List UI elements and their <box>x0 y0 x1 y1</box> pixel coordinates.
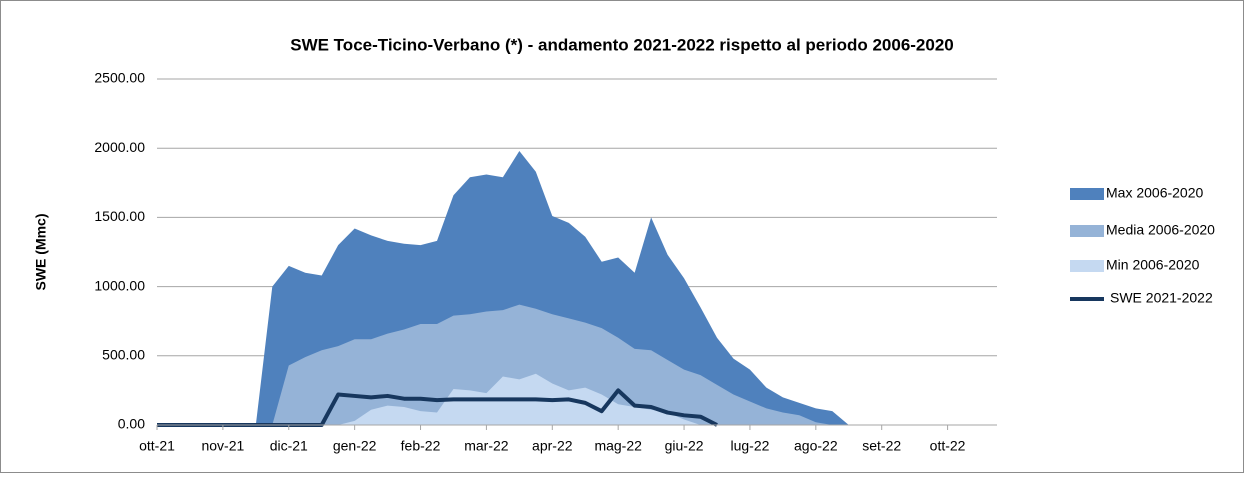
x-tick-label: lug-22 <box>730 438 769 454</box>
y-tick-label: 0.00 <box>118 416 145 432</box>
x-tick-label: apr-22 <box>532 438 573 454</box>
legend-label: Min 2006-2020 <box>1106 257 1200 273</box>
x-tick-label: ago-22 <box>794 438 838 454</box>
y-axis-label: SWE (Mmc) <box>33 214 49 291</box>
x-tick-label: mar-22 <box>464 438 509 454</box>
y-tick-label: 2000.00 <box>94 139 145 155</box>
x-tick-label: mag-22 <box>594 438 642 454</box>
x-tick-label: gen-22 <box>333 438 377 454</box>
legend-label: SWE 2021-2022 <box>1110 290 1213 306</box>
legend-swatch <box>1070 225 1104 237</box>
legend-label: Max 2006-2020 <box>1106 185 1204 201</box>
x-tick-label: ott-22 <box>930 438 966 454</box>
chart-title: SWE Toce-Ticino-Verbano (*) - andamento … <box>290 35 954 54</box>
x-tick-label: dic-21 <box>270 438 308 454</box>
x-tick-label: giu-22 <box>665 438 704 454</box>
x-tick-label: feb-22 <box>401 438 441 454</box>
y-tick-label: 2500.00 <box>94 70 145 86</box>
x-tick-label: ott-21 <box>139 438 175 454</box>
x-tick-label: nov-21 <box>201 438 244 454</box>
area <box>157 304 997 425</box>
legend-swatch <box>1070 188 1104 200</box>
x-tick-label: set-22 <box>862 438 901 454</box>
y-tick-label: 1000.00 <box>94 277 145 293</box>
legend-label: Media 2006-2020 <box>1106 222 1215 238</box>
legend-swatch <box>1070 260 1104 272</box>
y-tick-label: 1500.00 <box>94 208 145 224</box>
y-tick-label: 500.00 <box>102 347 145 363</box>
